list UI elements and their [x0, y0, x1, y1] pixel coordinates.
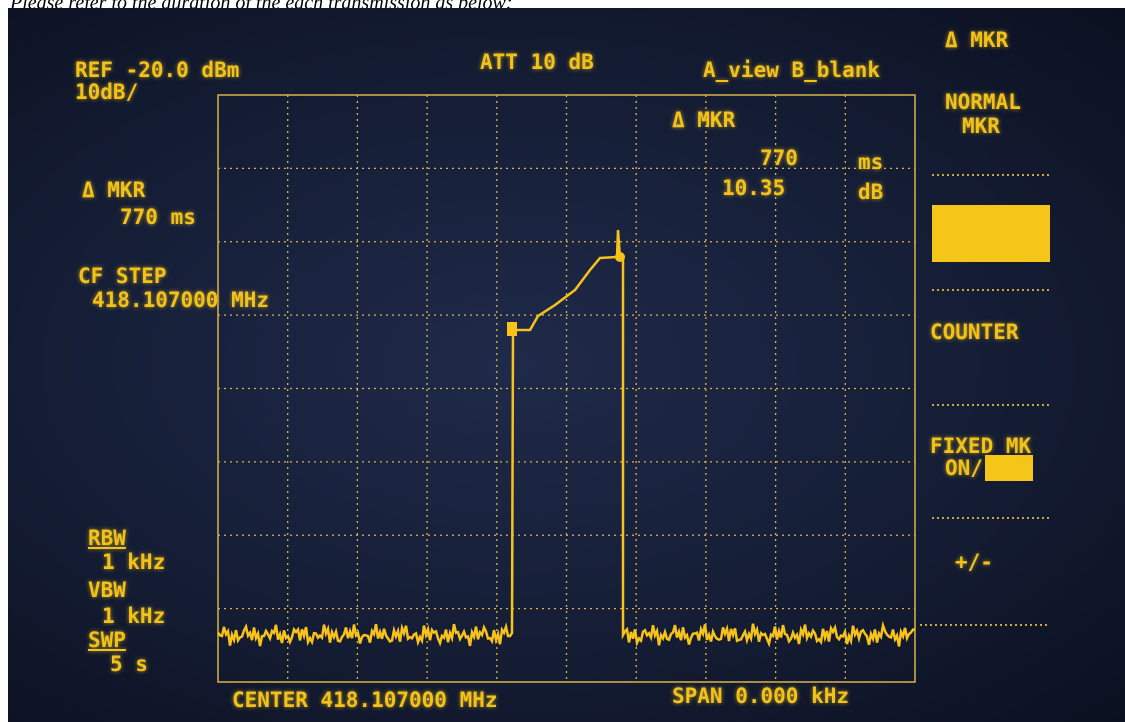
readout-level: 10.35 — [722, 176, 786, 200]
reference-marker — [507, 322, 517, 336]
readout-time-unit: ms — [858, 150, 884, 174]
cf-step-value: 418.107000 MHz — [92, 288, 270, 312]
softkey-normal-2[interactable]: MKR — [962, 114, 1000, 138]
attenuation: ATT 10 dB — [480, 50, 594, 74]
view-mode: A_view B_blank — [703, 58, 881, 82]
rbw-value: 1 kHz — [102, 550, 166, 574]
scale: 10dB/ — [75, 80, 139, 104]
readout-label: Δ MKR — [672, 108, 736, 132]
softkey-title: Δ MKR — [945, 28, 1009, 52]
softkey-sign[interactable]: +/- — [955, 550, 993, 574]
softkey-highlight — [932, 205, 1050, 262]
softkey-normal[interactable]: NORMAL — [945, 90, 1021, 114]
cf-step-label: CF STEP — [78, 264, 167, 288]
swp-value: 5 s — [110, 652, 148, 676]
softkey-fixed-2[interactable]: ON/ — [945, 456, 983, 480]
vbw-label: VBW — [88, 578, 126, 602]
marker-label: Δ MKR — [82, 178, 146, 202]
softkey-off-highlight — [985, 455, 1033, 481]
marker — [615, 252, 625, 262]
swp-label: SWP — [88, 628, 126, 652]
readout-time: 770 — [760, 146, 798, 170]
ref-level: REF -20.0 dBm — [75, 58, 240, 82]
graticule-frame — [217, 94, 916, 683]
readout-level-unit: dB — [858, 180, 884, 204]
marker-time: 770 ms — [120, 205, 196, 229]
trace — [217, 229, 916, 648]
softkey-separators — [920, 174, 1050, 626]
span: SPAN 0.000 kHz — [672, 684, 850, 708]
softkey-fixed[interactable]: FIXED MK — [930, 434, 1032, 458]
vbw-value: 1 kHz — [102, 604, 166, 628]
center-frequency: CENTER 418.107000 MHz — [232, 688, 498, 712]
softkey-counter[interactable]: COUNTER — [930, 320, 1019, 344]
rbw-label: RBW — [88, 526, 126, 550]
